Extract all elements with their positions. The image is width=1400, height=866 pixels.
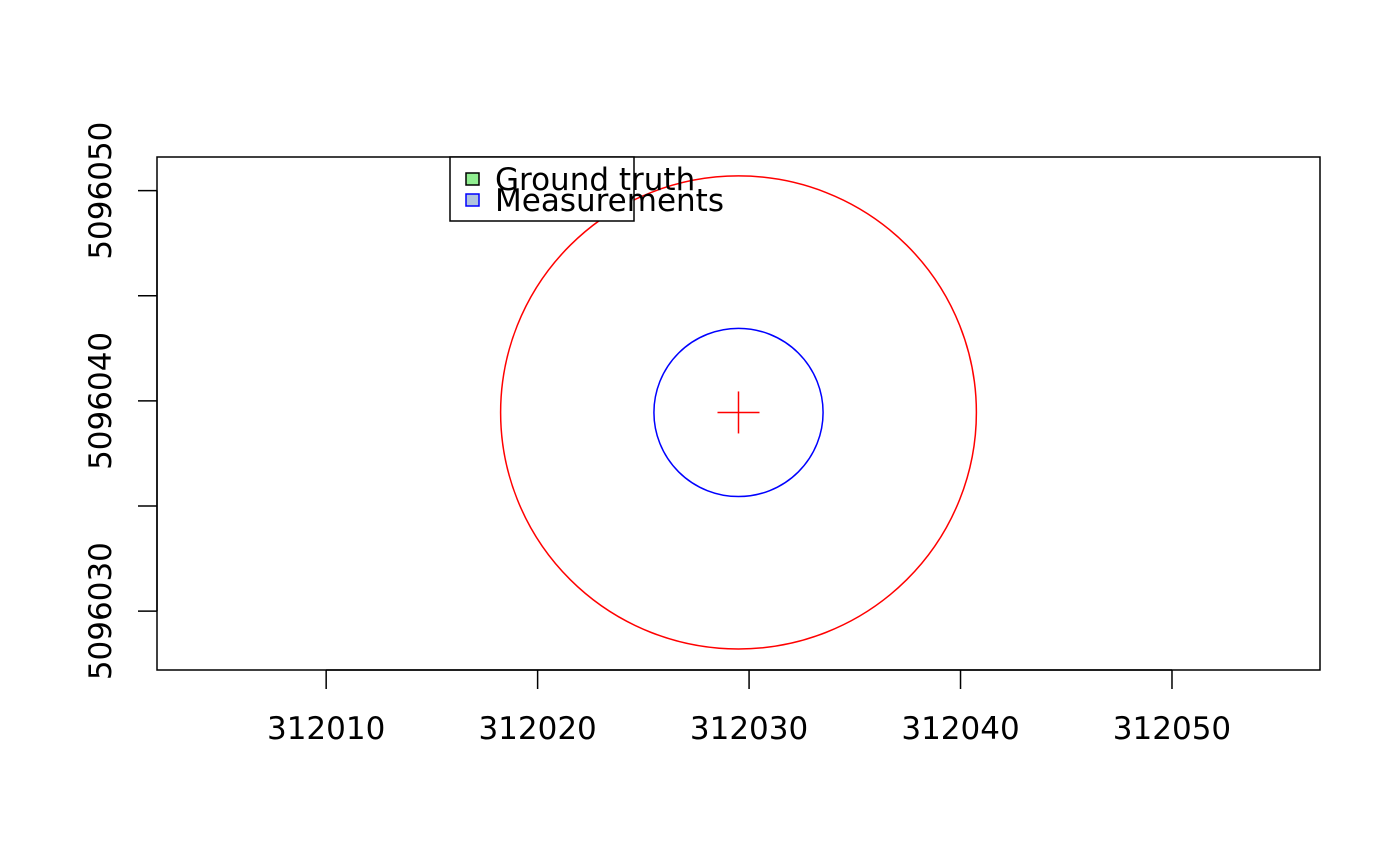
y-axis: 5096030 5096040 5096050: [83, 122, 158, 680]
inner-circle: [653, 327, 824, 498]
legend-label: Ground truth: [495, 162, 695, 198]
plot-frame: [156, 156, 1321, 671]
y-tick-label: 5096030: [83, 542, 119, 680]
x-tick-label: 312030: [690, 711, 808, 747]
center-marker: [717, 391, 760, 434]
x-axis: 312010 312020 312030 312040 312050: [267, 669, 1231, 747]
x-tick-label: 312040: [901, 711, 1019, 747]
legend-swatch: [465, 172, 480, 186]
x-tick-label: 312050: [1113, 711, 1231, 747]
circles-layer: [499, 175, 978, 650]
legend-label: Measurements: [495, 183, 724, 219]
x-tick-label: 312010: [267, 711, 385, 747]
legend-box: [449, 156, 635, 222]
y-tick-label: 5096050: [83, 122, 119, 260]
legend-swatch: [465, 193, 480, 207]
x-tick-label: 312020: [478, 711, 596, 747]
y-tick-label: 5096040: [83, 332, 119, 470]
outer-circle: [499, 175, 978, 650]
